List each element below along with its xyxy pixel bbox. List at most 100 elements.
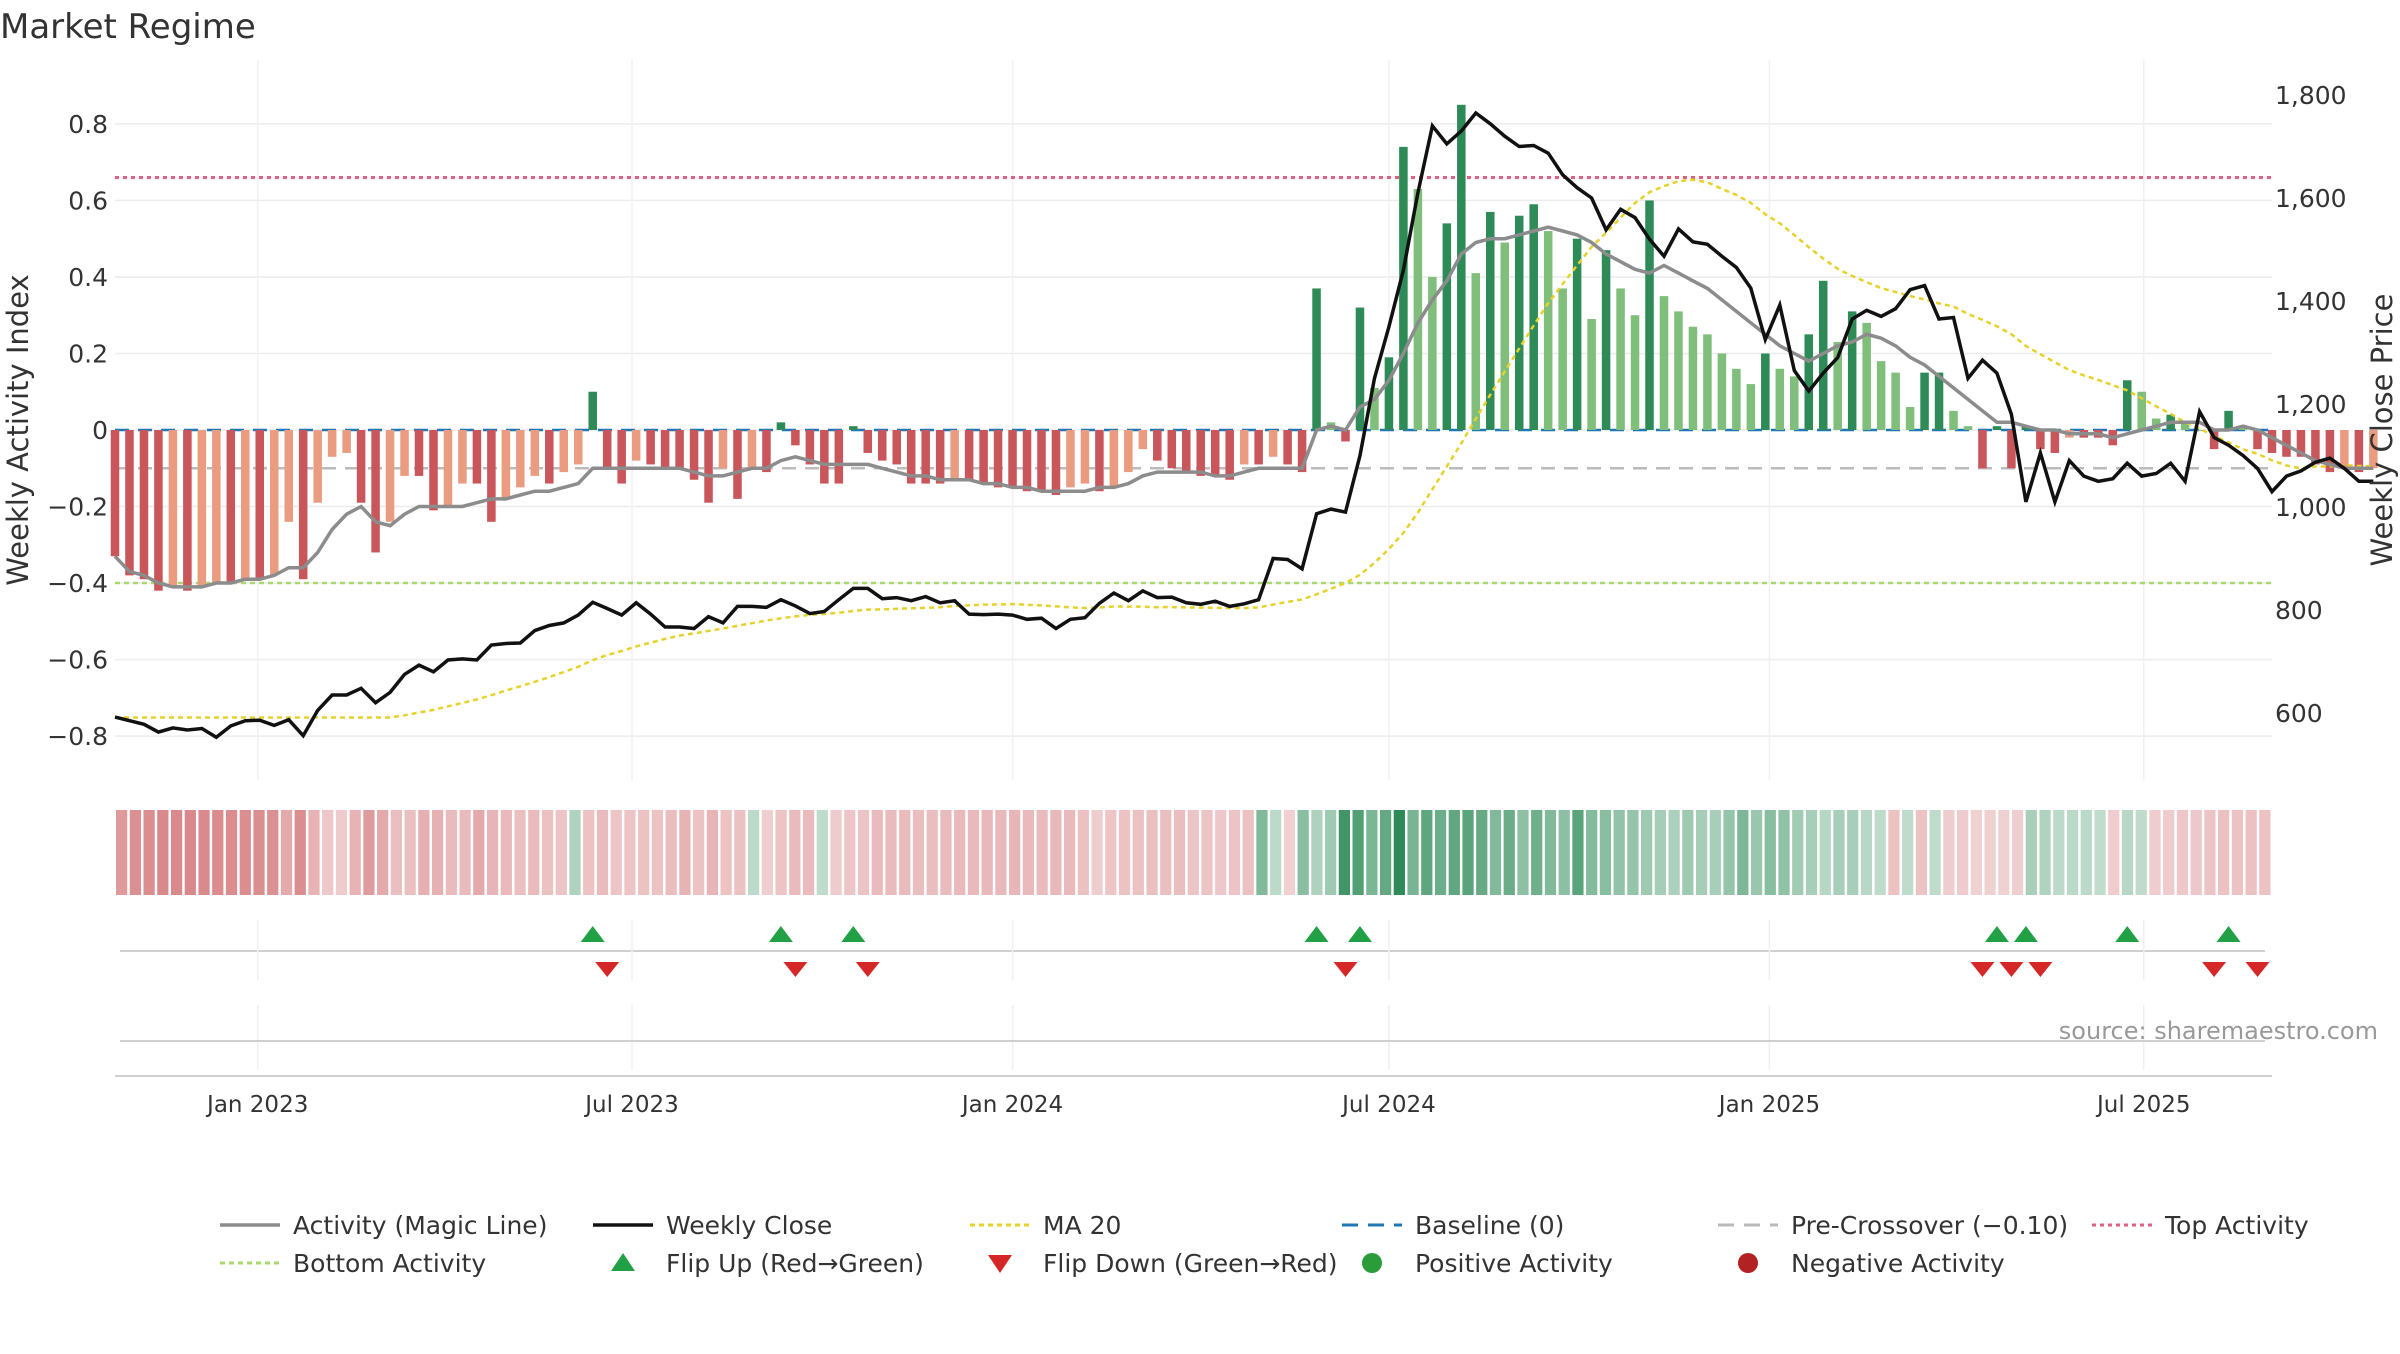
regime-strip-cell	[431, 810, 444, 895]
regime-strip-cell	[541, 810, 554, 895]
regime-strip-cell	[528, 810, 540, 895]
activity-bar	[1095, 430, 1104, 492]
left-tick-label: 0	[92, 416, 108, 445]
regime-strip-cell	[624, 810, 636, 895]
flip-down-marker	[2202, 962, 2227, 977]
regime-strip-cell	[871, 810, 883, 895]
legend-label: Positive Activity	[1415, 1249, 1613, 1278]
regime-strip-cell	[1764, 810, 1776, 895]
regime-strip-cell	[1723, 810, 1735, 895]
regime-strip-cell	[940, 810, 952, 895]
activity-bar	[2195, 430, 2204, 431]
activity-bar	[1500, 242, 1510, 430]
regime-strip-cell	[981, 810, 993, 895]
regime-strip-cell	[679, 810, 691, 895]
activity-bar	[1268, 430, 1278, 457]
regime-strip-cell	[1105, 810, 1117, 895]
regime-strip-cell	[2053, 810, 2065, 895]
regime-strip-cell	[1709, 810, 1721, 895]
legend-label: Top Activity	[2164, 1211, 2309, 1240]
activity-bar	[2369, 430, 2378, 469]
regime-strip-cell	[569, 810, 581, 895]
regime-strip-cell	[2066, 810, 2079, 895]
activity-bar	[631, 430, 641, 461]
activity-bar	[1080, 430, 1090, 484]
regime-strip-cell	[267, 810, 279, 895]
activity-bar	[1862, 322, 1871, 430]
magic-line	[113, 225, 2374, 589]
activity-bar	[2151, 418, 2161, 430]
regime-strip-cell	[1022, 810, 1035, 895]
activity-bar	[1761, 353, 1770, 430]
regime-strip-cell	[280, 810, 293, 895]
regime-strip-cell	[1544, 810, 1557, 895]
regime-strip-cell	[184, 810, 196, 895]
regime-strip-cell	[1805, 810, 1818, 895]
activity-bar	[906, 430, 916, 484]
flip-down-marker	[595, 962, 620, 977]
activity-bar	[2340, 430, 2349, 469]
regime-strip-cell	[1063, 810, 1076, 895]
regime-strip-cell	[816, 810, 828, 895]
activity-bar	[689, 430, 699, 480]
left-tick-label: −0.2	[47, 493, 108, 522]
regime-strip-cell	[775, 810, 787, 895]
regime-strip-cell	[2231, 810, 2244, 895]
activity-bar	[226, 430, 236, 584]
regime-strip-cell	[1654, 810, 1666, 895]
regime-strip-cell	[2218, 810, 2230, 895]
x-tick-label: Jul 2024	[1340, 1092, 1436, 1118]
regime-strip-cell	[995, 810, 1007, 895]
regime-strip-cell	[253, 810, 265, 895]
regime-strip-cell	[596, 810, 609, 895]
regime-strip-cell	[720, 810, 732, 895]
activity-bar	[1471, 273, 1481, 430]
regime-strip-cell	[143, 810, 155, 895]
activity-bar	[197, 430, 207, 587]
regime-strip-cell	[693, 810, 705, 895]
activity-bar	[1109, 430, 1119, 488]
regime-strip-cell	[322, 810, 334, 895]
activity-bar	[2021, 426, 2031, 430]
regime-strip-cell	[1256, 810, 1268, 895]
legend-flip-up-swatch	[611, 1253, 635, 1271]
activity-bar	[718, 430, 728, 469]
regime-strip-cell	[1833, 810, 1845, 895]
activity-bar	[2209, 430, 2219, 450]
activity-bar	[1182, 430, 1191, 473]
regime-strip-cell	[1682, 810, 1694, 895]
regime-strip-cell	[1118, 810, 1131, 895]
regime-strip-cell	[1613, 810, 1625, 895]
flip-down-marker	[2245, 962, 2270, 977]
activity-bar	[327, 430, 337, 457]
activity-bar	[400, 430, 409, 476]
regime-strip-cell	[2025, 810, 2037, 895]
left-tick-label: −0.8	[47, 722, 108, 751]
activity-bar	[1934, 372, 1944, 430]
regime-strip-cell	[1586, 810, 1598, 895]
flip-up-marker	[2115, 926, 2140, 942]
regime-strip-cell	[651, 810, 664, 895]
activity-bar	[154, 430, 163, 591]
activity-bar	[704, 430, 713, 503]
activity-bar	[1196, 430, 1205, 476]
activity-bar	[298, 430, 308, 580]
activity-bar	[2137, 391, 2146, 430]
activity-bar	[1384, 357, 1394, 430]
activity-bar	[1790, 376, 1799, 430]
regime-strip-cell	[1819, 810, 1831, 895]
activity-bar	[1659, 296, 1669, 430]
flip-down-marker	[1333, 962, 1358, 977]
activity-bar	[921, 430, 930, 484]
activity-bar	[1124, 430, 1133, 473]
regime-strip-cell	[1503, 810, 1515, 895]
flip-up-marker	[1304, 926, 1329, 942]
regime-strip-cell	[1379, 810, 1392, 895]
regime-strip-cell	[1847, 810, 1859, 895]
activity-bar	[1992, 426, 2002, 430]
activity-bar	[1066, 430, 1075, 488]
right-tick-label: 1,800	[2275, 81, 2347, 110]
regime-strip-cell	[1943, 810, 1955, 895]
activity-bar	[1008, 430, 1017, 488]
activity-bar	[1370, 387, 1379, 430]
